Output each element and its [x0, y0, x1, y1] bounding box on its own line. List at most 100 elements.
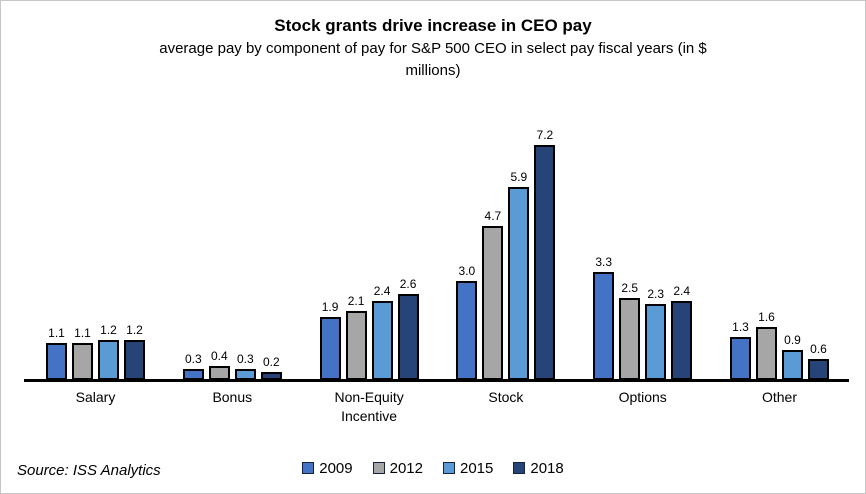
bar-value-label: 5.9 [510, 170, 528, 184]
bar [671, 301, 693, 379]
legend-swatch-icon [302, 462, 315, 474]
bar [98, 340, 119, 379]
legend-label: 2009 [319, 459, 353, 477]
bar [456, 281, 478, 379]
bar-group: 1.1 1.1 1.2 1.2 [46, 323, 145, 379]
bar [72, 343, 93, 379]
legend-item-2009: 2009 [302, 459, 353, 477]
bar [781, 350, 803, 379]
bar [619, 298, 641, 379]
bar-value-label: 0.3 [236, 352, 254, 366]
bar-value-label: 3.3 [595, 255, 613, 269]
bar-group: 1.3 1.6 0.9 0.6 [729, 310, 829, 379]
bar-wrap: 1.6 [755, 310, 777, 379]
bar [508, 187, 530, 379]
bar-value-label: 0.6 [810, 342, 827, 356]
bar-wrap: 3.3 [593, 255, 615, 379]
category-label: Options [618, 389, 667, 405]
bar-value-label: 3.0 [458, 264, 476, 278]
bar-value-label: 0.9 [784, 333, 801, 347]
plot-area: 1.1 1.1 1.2 1.2 0.3 0.4 0.3 0.2 1.9 2.1 2.4 2.6 3.0 4… [1, 82, 865, 379]
x-axis-line [24, 379, 849, 382]
bar-value-label: 0.3 [184, 352, 202, 366]
bar [482, 226, 504, 379]
bar [534, 145, 556, 379]
bar [345, 311, 367, 379]
bar-value-label: 1.2 [100, 323, 117, 337]
bar-wrap: 1.2 [98, 323, 119, 379]
bar-wrap: 0.2 [260, 355, 282, 379]
bar [234, 369, 256, 379]
bar-wrap: 0.3 [182, 352, 204, 379]
bar [182, 369, 204, 379]
bar-wrap: 5.9 [508, 170, 530, 379]
bar-value-label: 1.2 [126, 323, 143, 337]
bar-group: 3.0 4.7 5.9 7.2 [456, 128, 556, 379]
bar-wrap: 2.5 [619, 281, 641, 379]
legend-label: 2015 [460, 459, 494, 477]
bar-wrap: 0.6 [807, 342, 829, 379]
bar [46, 343, 67, 379]
bar-value-label: 4.7 [484, 209, 502, 223]
bar [755, 327, 777, 379]
bar-wrap: 2.4 [371, 284, 393, 379]
category-label: Salary [75, 389, 116, 405]
legend-swatch-icon [372, 462, 385, 474]
bar-value-label: 2.3 [647, 287, 665, 301]
source-note: Source: ISS Analytics [17, 462, 161, 479]
bar-group: 0.3 0.4 0.3 0.2 [182, 349, 282, 379]
bar [397, 294, 419, 379]
legend: 2009 2012 2015 2018 [1, 457, 865, 479]
bar [371, 301, 393, 379]
category-axis: Salary Bonus Non-Equity Incentive Stock Opti… [1, 382, 865, 426]
legend-swatch-icon [513, 462, 526, 474]
bar [319, 317, 341, 379]
legend-swatch-icon [443, 462, 455, 474]
legend-item-2015: 2015 [443, 460, 493, 477]
category-label: Non-Equity Incentive [334, 389, 404, 424]
bar-wrap: 7.2 [534, 128, 556, 379]
bar-wrap: 0.3 [234, 352, 256, 379]
bar [593, 272, 615, 379]
bar-wrap: 2.3 [645, 287, 667, 379]
bar-wrap: 2.1 [345, 294, 367, 379]
bar-wrap: 1.2 [124, 323, 145, 379]
bar-value-label: 1.1 [74, 326, 91, 340]
bar-wrap: 1.1 [46, 326, 67, 379]
bar [729, 337, 751, 379]
bar-value-label: 0.2 [262, 355, 280, 369]
bar-value-label: 1.9 [321, 300, 339, 314]
bar-wrap: 0.4 [208, 349, 230, 379]
bar [124, 340, 145, 379]
bar-wrap: 2.4 [671, 284, 693, 379]
bar [807, 359, 829, 379]
chart-subtitle: average pay by component of pay for S&P … [159, 40, 707, 79]
bar-wrap: 1.1 [72, 326, 93, 379]
category-label: Other [761, 389, 797, 405]
bar [645, 304, 667, 379]
legend-label: 2012 [389, 459, 423, 477]
bar-wrap: 1.3 [729, 320, 751, 379]
bottom-row: Source: ISS Analytics 2009 2012 2015 201… [1, 457, 865, 480]
bar-group: 3.3 2.5 2.3 2.4 [593, 255, 693, 379]
bar-value-label: 2.4 [373, 284, 391, 298]
bar-wrap: 4.7 [482, 209, 504, 379]
chart-title: Stock grants drive increase in CEO pay [274, 16, 592, 35]
bar-wrap: 2.6 [397, 277, 419, 379]
bar-group: 1.9 2.1 2.4 2.6 [319, 277, 419, 379]
bar-wrap: 0.9 [781, 333, 803, 379]
bar-value-label: 2.6 [399, 277, 417, 291]
legend-item-2018: 2018 [513, 459, 564, 477]
bar-value-label: 0.4 [210, 349, 228, 363]
bar-value-label: 1.1 [48, 326, 65, 340]
bar [208, 366, 230, 379]
bar-value-label: 1.3 [732, 320, 749, 334]
bar-wrap: 3.0 [456, 264, 478, 379]
bar-value-label: 7.2 [536, 128, 554, 142]
legend-item-2012: 2012 [372, 459, 423, 477]
legend-label: 2018 [530, 459, 564, 477]
bar [260, 372, 282, 379]
category-label: Stock [488, 389, 524, 405]
bar-value-label: 2.5 [621, 281, 639, 295]
